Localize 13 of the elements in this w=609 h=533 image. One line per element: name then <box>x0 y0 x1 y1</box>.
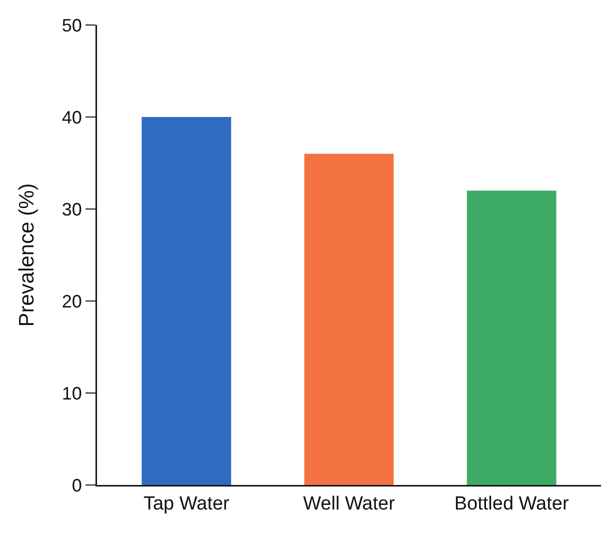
y-tick-label: 20 <box>62 291 82 312</box>
bar <box>142 117 232 485</box>
x-tick-label: Bottled Water <box>454 493 570 514</box>
x-tick-label: Tap Water <box>143 493 230 514</box>
bar <box>304 154 394 485</box>
y-tick-label: 40 <box>62 107 82 128</box>
y-tick-label: 30 <box>62 199 82 220</box>
y-axis-title: Prevalence (%) <box>15 183 38 327</box>
y-tick-label: 50 <box>62 15 82 36</box>
y-tick-label: 10 <box>62 383 82 404</box>
x-tick-label: Well Water <box>303 493 396 514</box>
bar <box>466 190 556 485</box>
y-tick-label: 0 <box>72 475 82 496</box>
